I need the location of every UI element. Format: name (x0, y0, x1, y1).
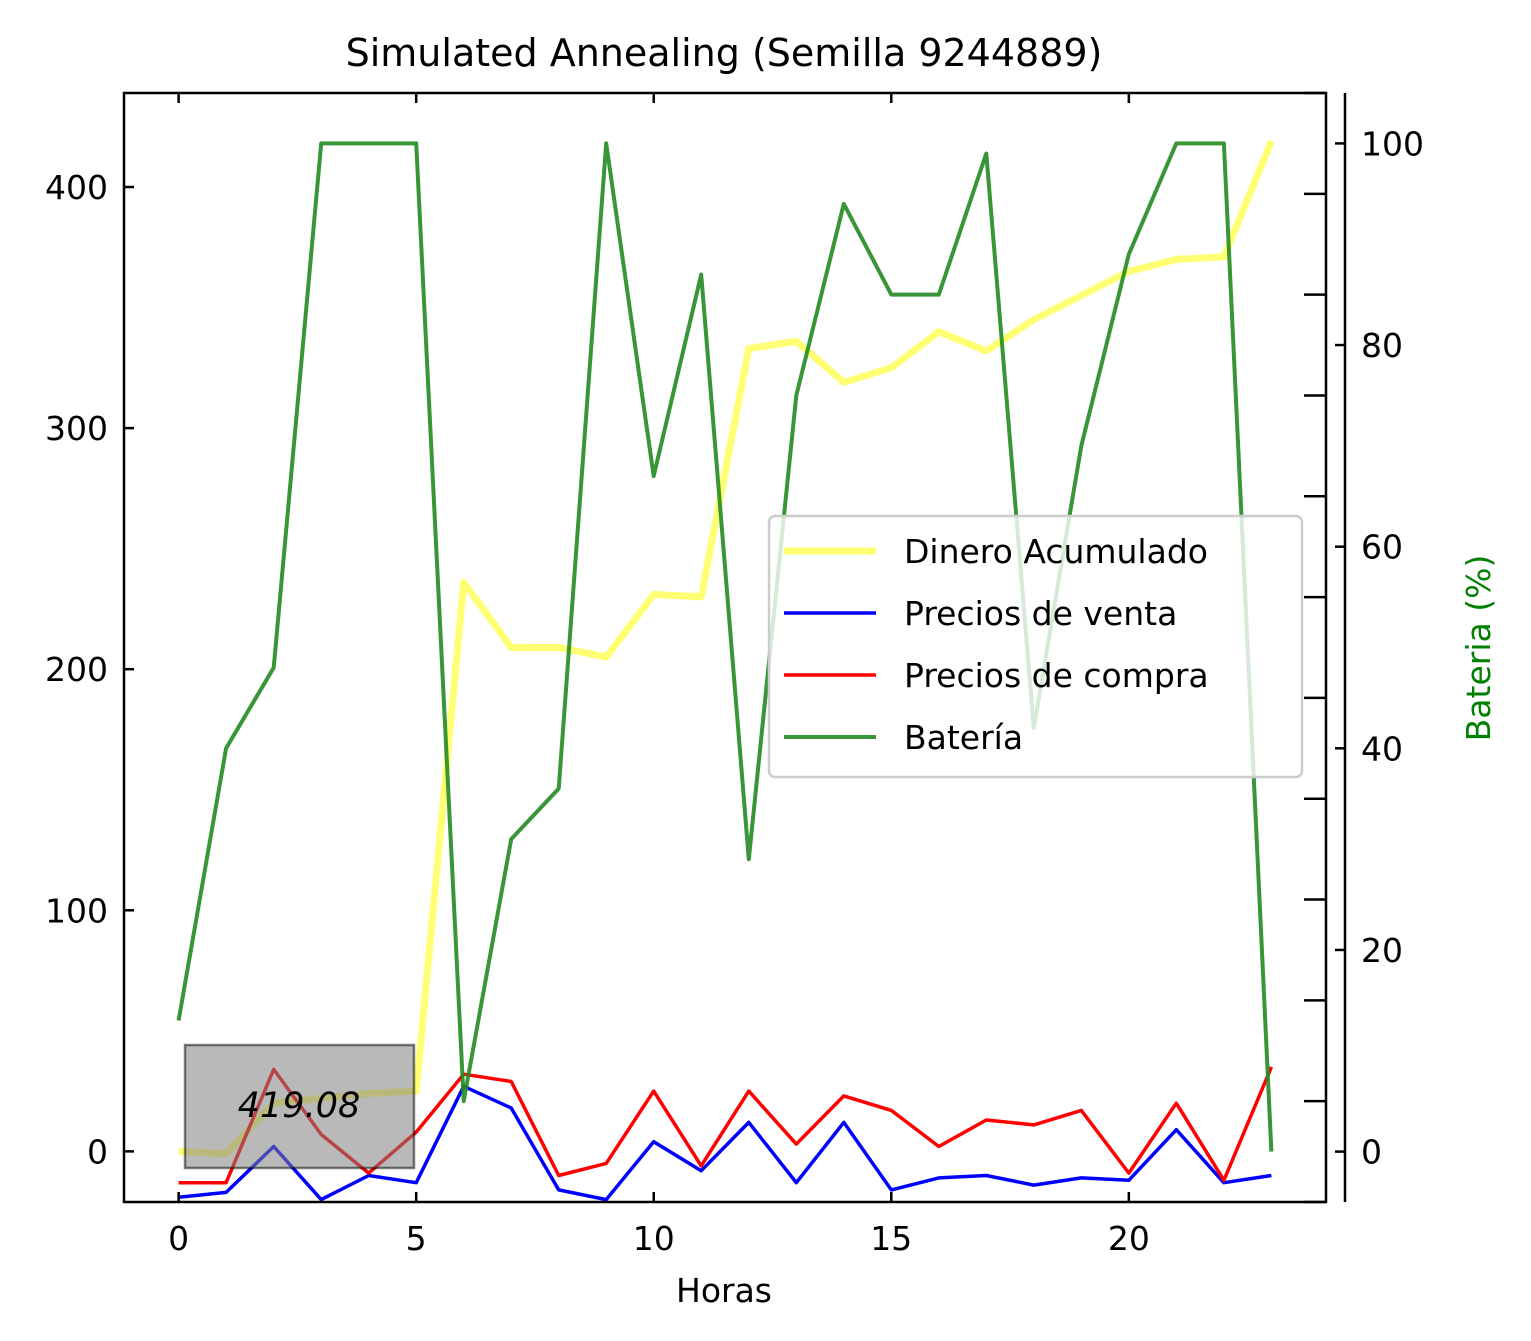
x-tick-label: 15 (870, 1219, 912, 1258)
series-line-precios-de-venta (178, 1084, 1272, 1202)
y2-tick-label: 0 (1361, 1133, 1382, 1172)
y2-tick-label: 60 (1361, 528, 1403, 567)
y2-tick-label: 80 (1361, 326, 1403, 365)
legend-label: Dinero Acumulado (904, 532, 1208, 571)
y-axis-right-label: Bateria (%) (1459, 555, 1498, 742)
legend-label: Batería (904, 718, 1023, 757)
y-tick-label: 200 (45, 650, 108, 689)
x-axis: 0 5 10 15 20 (168, 93, 1150, 1258)
x-axis-label: Horas (676, 1271, 772, 1310)
legend-frame (767, 514, 1304, 779)
annotation-text: 419.08 (238, 1086, 360, 1126)
y-axis-right: 0 20 40 60 80 100 (1335, 124, 1424, 1172)
x-tick-label: 5 (406, 1219, 427, 1258)
legend: Dinero Acumulado Precios de venta Precios … (767, 514, 1304, 779)
legend-label: Precios de venta (904, 594, 1177, 633)
plot-frame (122, 91, 1328, 1204)
y-tick-label: 300 (45, 409, 108, 448)
y-tick-label: 400 (45, 168, 108, 207)
y2-tick-label: 20 (1361, 931, 1403, 970)
legend-label: Precios de compra (904, 656, 1209, 695)
series-line-bater-a (176, 141, 1274, 1152)
y-axis-left: 0 100 200 300 400 (45, 91, 1326, 1204)
x-tick-label: 10 (633, 1219, 675, 1258)
annotation-rect (183, 1043, 416, 1170)
annotation-box: 419.08 (183, 1043, 416, 1170)
chart-title: Simulated Annealing (Semilla 9244889) (346, 31, 1103, 75)
x-tick-label: 0 (168, 1219, 189, 1258)
y2-tick-label: 100 (1361, 124, 1424, 163)
y2-tick-label: 40 (1361, 729, 1403, 768)
y-tick-label: 0 (87, 1132, 108, 1171)
x-tick-label: 20 (1108, 1219, 1150, 1258)
y-tick-label: 100 (45, 891, 108, 930)
